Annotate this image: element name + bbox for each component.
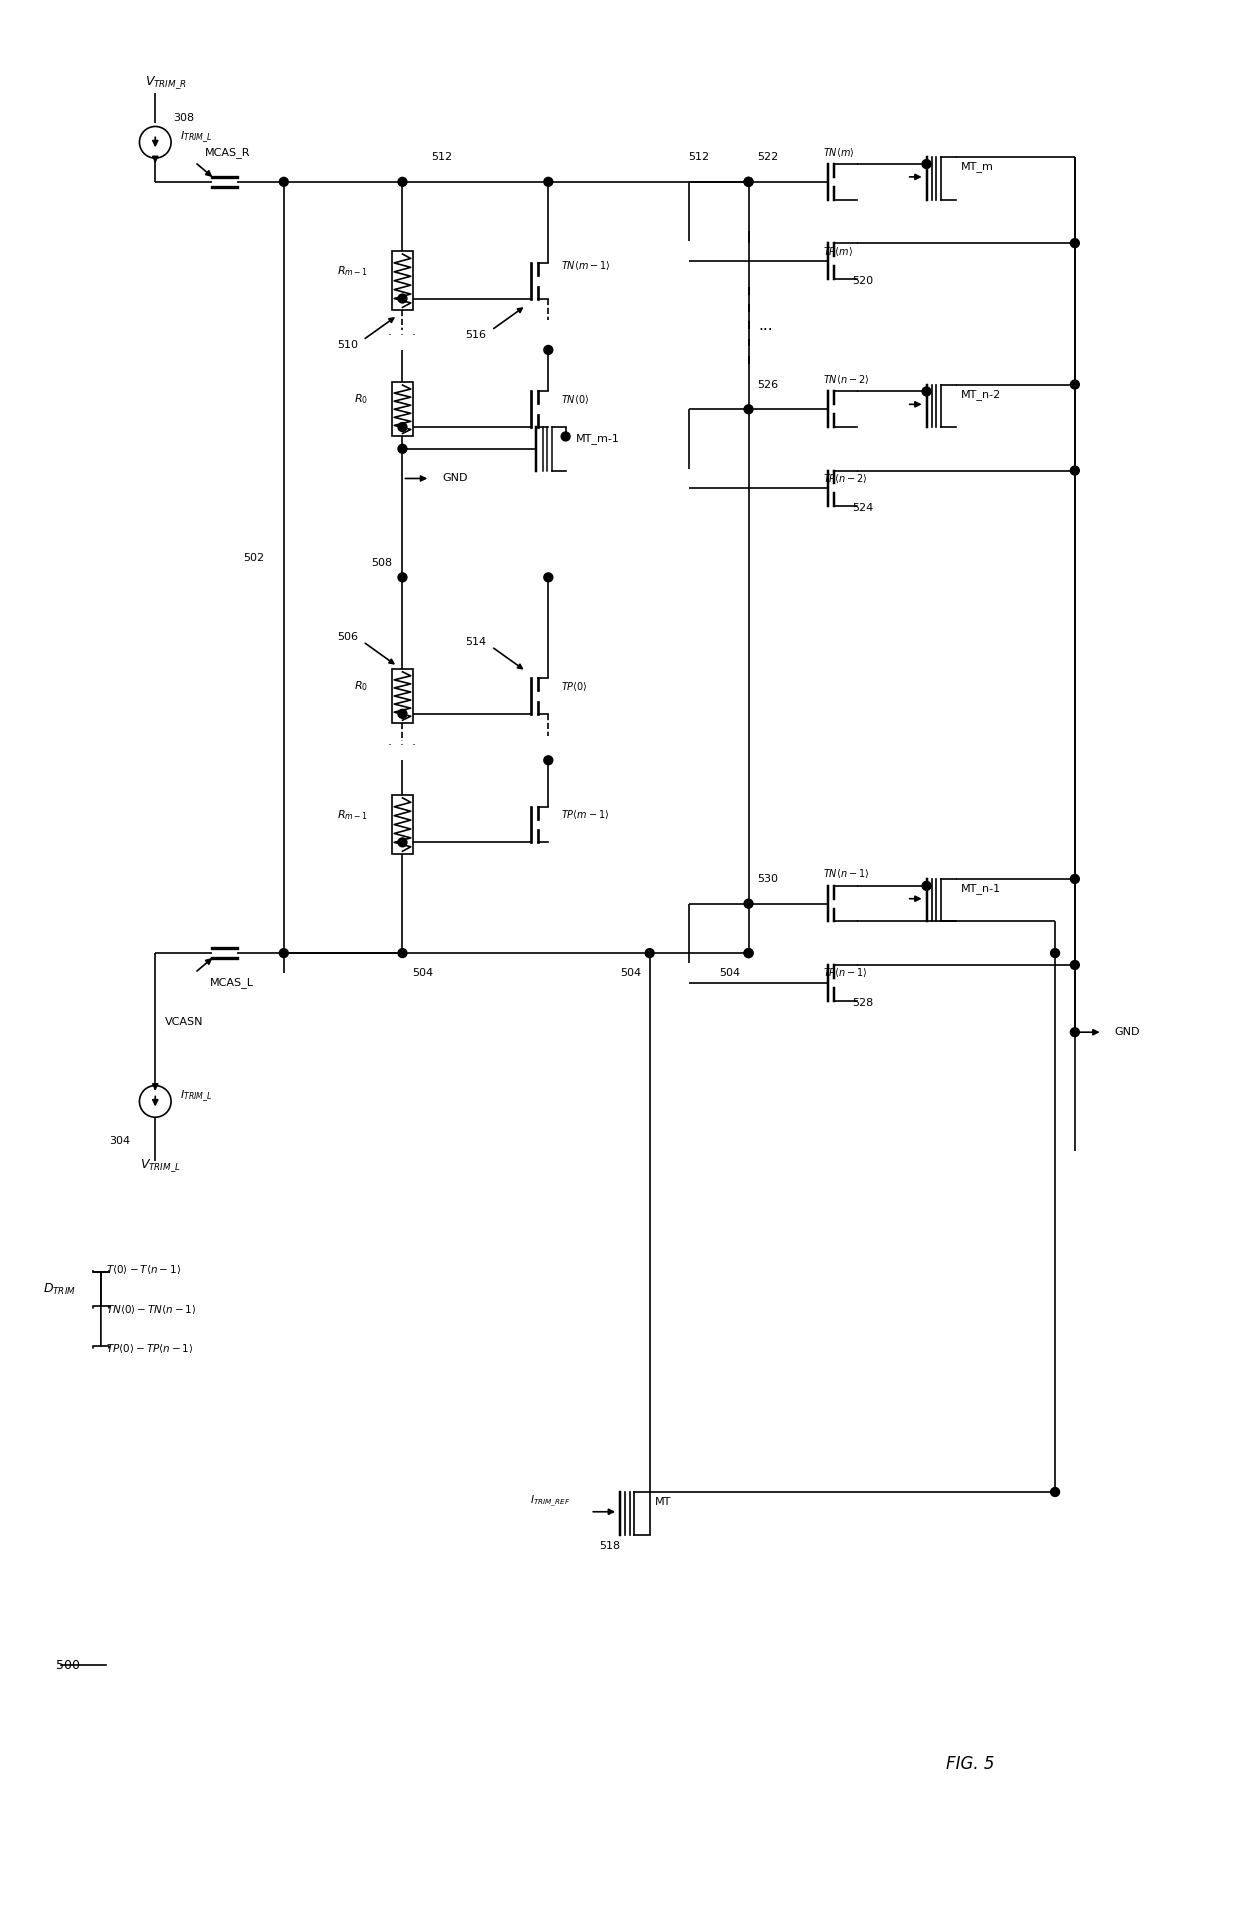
Text: MT_m-1: MT_m-1	[575, 433, 619, 444]
Text: MCAS_L: MCAS_L	[210, 977, 254, 988]
Circle shape	[1070, 465, 1079, 475]
Circle shape	[398, 177, 407, 187]
Circle shape	[398, 444, 407, 454]
Circle shape	[744, 177, 753, 187]
Circle shape	[744, 177, 753, 187]
Circle shape	[398, 423, 407, 431]
Text: VCASN: VCASN	[165, 1017, 203, 1027]
Bar	[392, 794, 413, 854]
Bar	[392, 669, 413, 723]
Text: 518: 518	[600, 1542, 621, 1552]
Circle shape	[744, 948, 753, 958]
Text: $I_{TRIM\_REF}$: $I_{TRIM\_REF}$	[529, 1494, 570, 1510]
Bar	[392, 252, 413, 310]
Text: 508: 508	[372, 558, 393, 567]
Circle shape	[1070, 381, 1079, 388]
Text: $TP\langle 0\rangle - TP\langle n-1\rangle$: $TP\langle 0\rangle - TP\langle n-1\rang…	[105, 1342, 193, 1356]
Text: MCAS_R: MCAS_R	[205, 146, 250, 158]
Text: 512: 512	[688, 152, 709, 162]
Text: 308: 308	[174, 113, 195, 123]
Circle shape	[923, 160, 931, 169]
Text: MT: MT	[655, 1496, 671, 1508]
Text: 506: 506	[337, 631, 358, 642]
Text: $TP\langle n-2\rangle$: $TP\langle n-2\rangle$	[822, 471, 868, 485]
Text: $R_{m-1}$: $R_{m-1}$	[337, 808, 368, 821]
Text: $V_{TRIM\_R}$: $V_{TRIM\_R}$	[145, 75, 187, 90]
Circle shape	[1070, 960, 1079, 969]
Circle shape	[923, 881, 931, 890]
Text: 526: 526	[758, 379, 779, 390]
Circle shape	[398, 838, 407, 846]
Text: ·  ·  ·: · · ·	[388, 329, 417, 342]
Text: 522: 522	[756, 152, 779, 162]
Text: $TN\langle m\rangle$: $TN\langle m\rangle$	[822, 146, 854, 160]
Circle shape	[279, 948, 288, 958]
Circle shape	[1070, 875, 1079, 883]
Text: 504: 504	[413, 967, 434, 979]
Text: $TP\langle m-1\rangle$: $TP\langle m-1\rangle$	[560, 808, 609, 821]
Circle shape	[645, 948, 655, 958]
Text: 504: 504	[620, 967, 641, 979]
Text: 520: 520	[852, 275, 873, 287]
Text: ...: ...	[759, 317, 773, 333]
Text: $I_{TRIM\_L}$: $I_{TRIM\_L}$	[180, 129, 212, 144]
Text: $T\langle 0\rangle - T\langle n-1\rangle$: $T\langle 0\rangle - T\langle n-1\rangle…	[105, 1263, 181, 1277]
Text: $TP\langle m\rangle$: $TP\langle m\rangle$	[822, 244, 853, 258]
Text: $TN\langle n-2\rangle$: $TN\langle n-2\rangle$	[822, 373, 869, 387]
Circle shape	[923, 387, 931, 396]
Bar	[392, 383, 413, 437]
Text: 528: 528	[852, 998, 874, 1008]
Circle shape	[398, 573, 407, 583]
Text: ·  ·  ·: · · ·	[388, 738, 417, 752]
Text: $V_{TRIM\_L}$: $V_{TRIM\_L}$	[140, 1158, 181, 1175]
Text: 510: 510	[337, 340, 358, 350]
Text: MT_n-1: MT_n-1	[961, 883, 1001, 894]
Text: 516: 516	[465, 331, 486, 340]
Text: $TP\langle 0\rangle$: $TP\langle 0\rangle$	[560, 679, 588, 692]
Circle shape	[1050, 1488, 1059, 1496]
Text: $TN\langle m-1\rangle$: $TN\langle m-1\rangle$	[560, 260, 610, 273]
Text: $TP\langle n-1\rangle$: $TP\langle n-1\rangle$	[822, 967, 868, 979]
Text: 500: 500	[56, 1658, 81, 1671]
Circle shape	[279, 177, 288, 187]
Text: $R_0$: $R_0$	[353, 679, 368, 692]
Circle shape	[744, 406, 753, 413]
Text: $TN\langle 0\rangle - TN\langle n-1\rangle$: $TN\langle 0\rangle - TN\langle n-1\rang…	[105, 1302, 196, 1315]
Text: $R_0$: $R_0$	[353, 392, 368, 406]
Circle shape	[398, 948, 407, 958]
Circle shape	[544, 177, 553, 187]
Text: $I_{TRIM\_L}$: $I_{TRIM\_L}$	[180, 1088, 212, 1104]
Text: $TN\langle n-1\rangle$: $TN\langle n-1\rangle$	[822, 867, 869, 881]
Circle shape	[1070, 1027, 1079, 1036]
Text: FIG. 5: FIG. 5	[946, 1756, 994, 1773]
Circle shape	[398, 294, 407, 304]
Circle shape	[544, 573, 553, 583]
Text: 502: 502	[243, 552, 264, 563]
Text: GND: GND	[441, 473, 467, 483]
Circle shape	[544, 346, 553, 354]
Text: 530: 530	[758, 873, 779, 885]
Text: 512: 512	[432, 152, 453, 162]
Circle shape	[1050, 948, 1059, 958]
Text: $R_{m-1}$: $R_{m-1}$	[337, 263, 368, 277]
Circle shape	[562, 433, 570, 440]
Circle shape	[398, 710, 407, 719]
Text: 304: 304	[109, 1136, 130, 1146]
Text: 504: 504	[719, 967, 740, 979]
Text: GND: GND	[1115, 1027, 1140, 1036]
Text: $D_{TRIM}$: $D_{TRIM}$	[43, 1283, 76, 1296]
Circle shape	[1070, 238, 1079, 248]
Text: $TN\langle 0\rangle$: $TN\langle 0\rangle$	[560, 392, 589, 406]
Circle shape	[544, 756, 553, 765]
Circle shape	[744, 900, 753, 908]
Text: 514: 514	[465, 637, 486, 646]
Text: MT_m: MT_m	[961, 162, 994, 173]
Text: MT_n-2: MT_n-2	[961, 388, 1002, 400]
Text: 524: 524	[852, 504, 874, 513]
Circle shape	[744, 948, 753, 958]
